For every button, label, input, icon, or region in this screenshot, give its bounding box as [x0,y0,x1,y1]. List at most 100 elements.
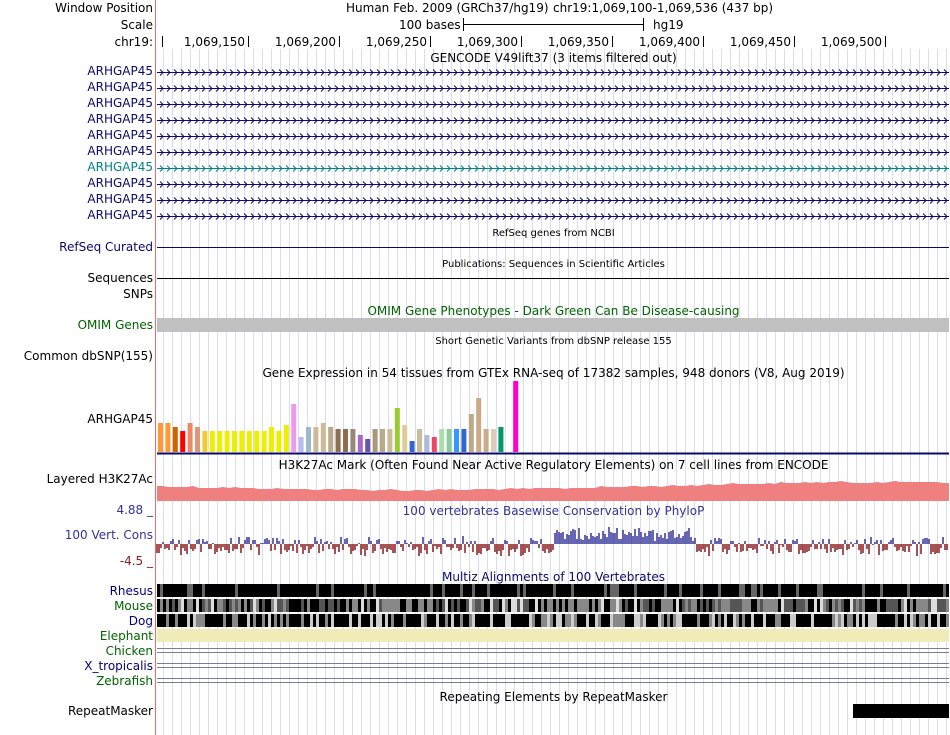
region-position: chr19:1,069,100-1,069,536 (437 bp) [553,1,774,15]
gtex-tissue-bar[interactable] [417,429,422,452]
gtex-tissue-bar[interactable] [454,429,459,452]
gtex-tissue-bar[interactable] [350,429,356,452]
gtex-tissue-bar[interactable] [298,437,304,452]
gtex-tissue-bar[interactable] [491,429,496,452]
multiz-species-label[interactable]: X_tropicalis [84,659,153,673]
gtex-gene-label[interactable]: ARHGAP45 [87,412,153,426]
gtex-tissue-bar[interactable] [239,431,245,452]
gtex-tissue-bar[interactable] [291,404,297,452]
gtex-tissue-bar[interactable] [446,429,452,452]
gtex-tissue-bar[interactable] [320,423,326,452]
multiz-species-label[interactable]: Elephant [99,629,153,643]
ruler-tick-label: 1,069,250 [365,35,427,49]
phylop-positive-scores[interactable] [162,527,944,544]
dbsnp-track-label[interactable]: Common dbSNP(155) [23,349,153,363]
gtex-tissue-bar[interactable] [202,431,208,452]
gencode-item-label[interactable]: ARHGAP45 [87,192,153,206]
strand-arrows [159,213,948,220]
gtex-tissue-bar[interactable] [283,425,289,452]
ruler-tick-label: 1,069,300 [456,35,518,49]
gtex-tissue-bar[interactable] [387,429,393,452]
gtex-tissue-bar[interactable] [394,408,400,452]
multiz-alignment-row[interactable] [157,629,949,642]
pubs-track-title: Publications: Sequences in Scientific Ar… [442,259,665,270]
gtex-tissue-bar[interactable] [180,431,186,452]
chrom-label: chr19: [114,35,153,49]
gtex-tissue-bar[interactable] [187,423,193,452]
multiz-alignment-row[interactable] [157,584,949,597]
gtex-tissue-bar[interactable] [402,425,408,452]
omim-track-label[interactable]: OMIM Genes [77,318,153,332]
strand-arrows [159,117,948,124]
gtex-tissue-bar[interactable] [232,431,237,452]
gencode-item-label[interactable]: ARHGAP45 [87,80,153,94]
gtex-tissue-bar[interactable] [372,429,378,452]
gtex-tissue-bar[interactable] [513,381,519,452]
pubs-snps-label[interactable]: SNPs [123,287,153,301]
phylop-track-label[interactable]: 100 Vert. Cons [64,528,153,542]
gencode-item-label[interactable]: ARHGAP45 [87,208,153,222]
gencode-item-label[interactable]: ARHGAP45 [87,144,153,158]
h3k27ac-track-label[interactable]: Layered H3K27Ac [46,472,153,486]
gtex-tissue-bar[interactable] [424,435,430,452]
gtex-tissue-bar[interactable] [380,429,385,452]
gtex-tissue-bar[interactable] [313,427,319,452]
gtex-tissue-bar[interactable] [468,414,474,452]
gtex-tissue-bar[interactable] [254,431,260,452]
gtex-tissue-bar[interactable] [505,429,511,452]
gtex-tissue-bar[interactable] [439,429,445,452]
strand-arrows [159,197,948,204]
multiz-species-label[interactable]: Zebrafish [96,674,153,688]
pubs-sequences-label[interactable]: Sequences [87,271,153,285]
refseq-track-label[interactable]: RefSeq Curated [59,240,153,254]
gencode-item-label[interactable]: ARHGAP45 [87,176,153,190]
gtex-tissue-bar[interactable] [461,429,467,452]
rmsk-track-label[interactable]: RepeatMasker [67,704,153,718]
gtex-tissue-bar[interactable] [276,431,282,452]
gtex-tissue-bar[interactable] [165,423,171,452]
gtex-tissue-bar[interactable] [217,431,223,452]
gencode-item-label[interactable]: ARHGAP45 [87,160,153,174]
phylop-negative-scores[interactable] [156,544,948,556]
gtex-tissue-bar[interactable] [328,427,334,452]
gtex-tissue-bar[interactable] [335,429,341,452]
gtex-tissue-bar[interactable] [306,427,311,452]
gtex-tissue-bar[interactable] [357,435,363,452]
gencode-item-label[interactable]: ARHGAP45 [87,64,153,78]
gtex-tissue-bar[interactable] [476,398,482,452]
multiz-track-title: Multiz Alignments of 100 Vertebrates [441,570,666,584]
multiz-species-label[interactable]: Dog [128,614,153,628]
gtex-tissue-bar[interactable] [343,429,348,452]
gtex-tissue-bar[interactable] [365,439,371,452]
strand-arrows [159,181,948,188]
gtex-tissue-bar[interactable] [195,427,200,452]
gtex-tissue-bar[interactable] [172,427,178,452]
multiz-species-label[interactable]: Mouse [114,599,153,613]
multiz-species-label[interactable]: Rhesus [109,584,153,598]
ruler-tick-label: 1,069,150 [183,35,245,49]
gtex-tissue-bar[interactable] [261,431,267,452]
multiz-alignment-row[interactable] [157,614,949,627]
gencode-item-label[interactable]: ARHGAP45 [87,128,153,142]
gtex-tissue-bar[interactable] [498,427,504,452]
omim-phenotype-bar[interactable] [157,318,949,332]
gencode-track-title: GENCODE V49lift37 (3 items filtered out) [430,51,677,65]
rmsk-track-title: Repeating Elements by RepeatMasker [439,690,668,704]
gtex-tissue-bar[interactable] [209,431,215,452]
gtex-tissue-bar[interactable] [158,423,163,452]
strand-arrows [159,85,948,92]
gtex-tissue-bar[interactable] [269,427,274,452]
repeat-element[interactable] [853,704,949,718]
gtex-tissue-bar[interactable] [483,429,489,452]
gencode-item-label[interactable]: ARHGAP45 [87,96,153,110]
gtex-tissue-bar[interactable] [224,431,230,452]
h3k27ac-signal[interactable] [157,481,949,501]
gtex-tissue-bar[interactable] [246,431,252,452]
gtex-tissue-bar[interactable] [409,441,415,452]
multiz-alignment-row[interactable] [157,599,949,612]
gencode-item-label[interactable]: ARHGAP45 [87,112,153,126]
ruler-tick-label: 1,069,400 [638,35,700,49]
gtex-tissue-bar[interactable] [431,437,437,452]
multiz-species-label[interactable]: Chicken [105,644,153,658]
